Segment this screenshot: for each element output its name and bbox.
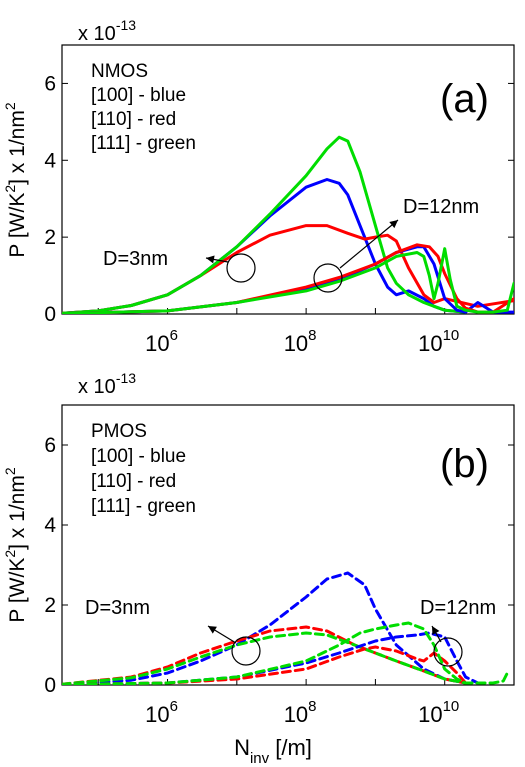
panel-a-series-12nm-line [62,247,514,314]
panel-a-y-axis-label: P [W/K2] x 1/nm2 [2,102,29,257]
panel-b-annotation-circle [231,636,261,666]
panel-b-series-3nm-line [62,631,468,685]
panel-b-y-tick-label: 2 [44,594,56,617]
panel-b-y-axis-label: P [W/K2] x 1/nm2 [2,467,29,622]
panel-a-x-tick-label: 106 [145,327,178,356]
panel-a-annotation-arrowhead [389,220,398,229]
panel-a-annotation-circle [226,253,256,283]
panel-a-series-3nm-line [62,135,468,314]
panel-b-y-tick-label: 4 [44,514,56,537]
panel-b-x-tick-label: 106 [145,698,178,727]
panel-b-legend-line: [111] - green [91,496,196,517]
panel-b-series-3nm-line [62,571,468,685]
panel-b-y-exponent-label: x 10-13 [78,370,136,398]
panel-a-annotation-circle [313,263,343,293]
panel-a-annotation-label: D=12nm [403,196,479,218]
panel-b-series-12nm-line [62,621,509,685]
panel-b-x-tick-label: 1010 [418,698,459,727]
panel-a-y-exponent-label: x 10-13 [78,17,136,45]
panel-b-y-tick-label: 6 [44,434,56,457]
panel-b-annotation-arrowhead [432,626,440,635]
panel-b-annotation-label: D=12nm [420,597,496,619]
panel-a-annotation-arrowhead [206,255,215,264]
panel-a-annotation-arrow [339,219,399,269]
panel-a-annotation-label: D=3nm [103,248,168,270]
panel-a-legend-line: [100] - blue [91,85,186,106]
panel-b-annotation-circle [433,637,463,667]
panel-b-legend-line: [110] - red [91,471,176,492]
panel-b-x-tick-label: 108 [284,698,317,727]
panel-a-y-tick-label: 4 [44,149,56,172]
panel-b-series-12nm-line [62,645,468,685]
panel-b-legend-line: PMOS [91,421,147,442]
panel-b-legend-line: [100] - blue [91,446,186,467]
panel-b-series-3nm-line [62,625,468,685]
panel-a-y-tick-label: 6 [44,72,56,95]
panel-b-x-axis-label: Ninv [/m] [234,735,312,767]
panel-a-legend-line: NMOS [91,61,148,82]
panel-b-annotation-arrowhead [208,626,217,634]
panel-b-plot-frame [61,404,515,686]
panel-a-plot-frame [61,44,515,315]
panel-b-label: (b) [440,442,489,486]
panel-a-y-tick-label: 2 [44,226,56,249]
panel-a-y-tick-label: 0 [44,303,56,326]
panel-a-legend-line: [110] - red [91,109,176,130]
panel-a-x-tick-label: 1010 [418,327,459,356]
panel-a-x-tick-label: 108 [284,327,317,356]
panel-b-annotation-label: D=3nm [85,597,150,619]
panel-a-label: (a) [440,77,489,121]
panel-a-legend-line: [111] - green [91,133,196,154]
panel-b-y-tick-label: 0 [44,674,56,697]
